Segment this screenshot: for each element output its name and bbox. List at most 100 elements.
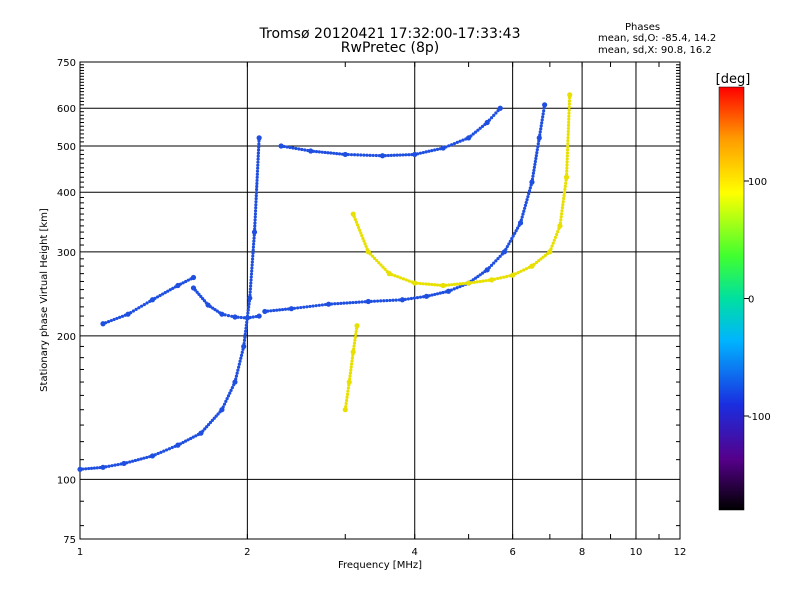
- echo-trace-dot-o: [208, 420, 213, 425]
- echo-trace-dot-o: [163, 291, 167, 295]
- echo-trace-dot-o: [251, 245, 256, 249]
- echo-trace-dot-o: [317, 150, 321, 154]
- echo-trace-dot-o: [249, 284, 253, 288]
- echo-trace-dot-o: [511, 234, 515, 238]
- echo-point-x: [440, 282, 446, 289]
- phase-stats-o: mean, sd,O: -85.4, 14.2: [598, 33, 717, 44]
- echo-trace-dot-x: [567, 111, 571, 115]
- echo-trace-dot-x: [534, 260, 539, 265]
- echo-trace-dot-x: [550, 244, 554, 248]
- echo-trace-dot-o: [164, 448, 169, 452]
- echo-trace-dot-o: [395, 153, 399, 157]
- echo-trace-dot-o: [240, 350, 244, 354]
- echo-trace-dot-o: [237, 362, 241, 366]
- echo-trace-dot-o: [530, 177, 535, 181]
- echo-trace-dot-x: [560, 209, 564, 213]
- y-tick-label: 200: [57, 332, 76, 343]
- echo-trace-dot-x: [368, 252, 372, 256]
- echo-trace-dot-o: [504, 247, 508, 251]
- echo-trace-dot-x: [362, 239, 366, 243]
- echo-point-o: [308, 148, 314, 154]
- echo-trace-dot-o: [532, 168, 536, 172]
- echo-trace-dot-o: [435, 147, 440, 151]
- echo-trace-dot-x: [349, 365, 353, 369]
- echo-trace-dot-o: [251, 254, 255, 258]
- echo-trace-dot-o: [87, 466, 91, 471]
- echo-trace-dot-x: [541, 255, 545, 259]
- echo-trace-dot-o: [250, 263, 254, 267]
- echo-trace-dot-x: [559, 215, 563, 219]
- echo-trace-dot-x: [350, 359, 354, 363]
- echo-trace-dot-x: [549, 247, 553, 251]
- echo-trace-dot-o: [469, 134, 473, 138]
- echo-trace-dot-o: [243, 332, 247, 336]
- echo-trace-dot-x: [565, 169, 569, 173]
- echo-trace-dot-o: [458, 284, 462, 289]
- echo-trace-dot-x: [348, 374, 352, 378]
- echo-trace-dot-o: [193, 288, 197, 292]
- echo-point-o: [247, 295, 253, 301]
- echo-trace-dot-o: [256, 151, 260, 155]
- echo-trace-dot-o: [383, 154, 388, 158]
- echo-trace-dot-x: [377, 261, 381, 265]
- echo-trace-dot-o: [489, 263, 494, 267]
- echo-trace-dot-o: [199, 294, 203, 299]
- echo-trace-dot-o: [519, 218, 523, 222]
- echo-trace-dot-o: [473, 276, 478, 280]
- echo-trace-dot-o: [404, 153, 408, 157]
- echo-trace-dot-o: [153, 453, 157, 457]
- echo-trace-dot-x: [565, 148, 570, 152]
- x-tick-label: 4: [412, 547, 418, 558]
- echo-trace-dot-o: [255, 181, 259, 186]
- echo-trace-dot-o: [95, 466, 99, 470]
- echo-trace-dot-x: [551, 241, 555, 245]
- echo-trace-dot-o: [368, 153, 372, 157]
- echo-trace-dot-o: [253, 224, 257, 228]
- echo-trace-dot-o: [212, 416, 216, 420]
- echo-trace-dot-o: [275, 308, 279, 312]
- x-tick-label: 10: [630, 547, 643, 558]
- echo-trace-dot-o: [247, 302, 251, 306]
- echo-trace-dot-x: [567, 120, 571, 124]
- echo-point-o: [497, 105, 503, 111]
- echo-trace-dot-o: [487, 265, 491, 270]
- echo-trace-dot-o: [162, 449, 166, 453]
- echo-trace-dot-x: [381, 265, 385, 269]
- echo-trace-dot-o: [535, 151, 539, 155]
- echo-trace-dot-o: [145, 455, 149, 460]
- echo-trace-dot-o: [314, 304, 318, 308]
- echo-trace-dot-x: [543, 253, 547, 257]
- echo-trace-dot-o: [532, 165, 537, 169]
- echo-trace-dot-o: [244, 323, 248, 327]
- echo-trace-dot-o: [365, 153, 369, 157]
- echo-trace-dot-o: [360, 300, 364, 304]
- x-tick-label: 2: [244, 547, 250, 558]
- colorbar-tick-label: -100: [748, 412, 771, 423]
- echo-trace-dot-o: [520, 215, 524, 219]
- echo-trace-dot-o: [541, 115, 545, 119]
- echo-trace-dot-x: [349, 368, 353, 372]
- echo-trace-dot-o: [533, 162, 537, 167]
- x-tick-label: 12: [674, 547, 687, 558]
- echo-trace-dot-o: [409, 296, 414, 301]
- echo-trace-dot-x: [360, 234, 364, 238]
- colorbar-tick-label: 100: [748, 177, 767, 188]
- echo-trace-dot-x: [522, 268, 526, 272]
- echo-trace-dot-o: [536, 145, 540, 149]
- echo-trace-dot-x: [461, 282, 465, 286]
- echo-trace-dot-o: [523, 203, 528, 208]
- echo-trace-dot-o: [538, 130, 542, 134]
- echo-point-o: [365, 298, 371, 305]
- echo-trace-dot-o: [107, 464, 111, 468]
- echo-trace-dot-o: [155, 295, 160, 299]
- echo-point-o: [121, 460, 127, 467]
- echo-trace-dot-o: [452, 287, 456, 291]
- echo-trace-dot-o: [236, 368, 240, 372]
- echo-trace-dot-x: [352, 215, 356, 219]
- echo-trace-dot-o: [478, 273, 482, 277]
- echo-trace-dot-o: [254, 203, 258, 207]
- plot-frame: [79, 61, 681, 540]
- echo-point-x: [557, 223, 563, 229]
- echo-trace-dot-o: [250, 260, 254, 264]
